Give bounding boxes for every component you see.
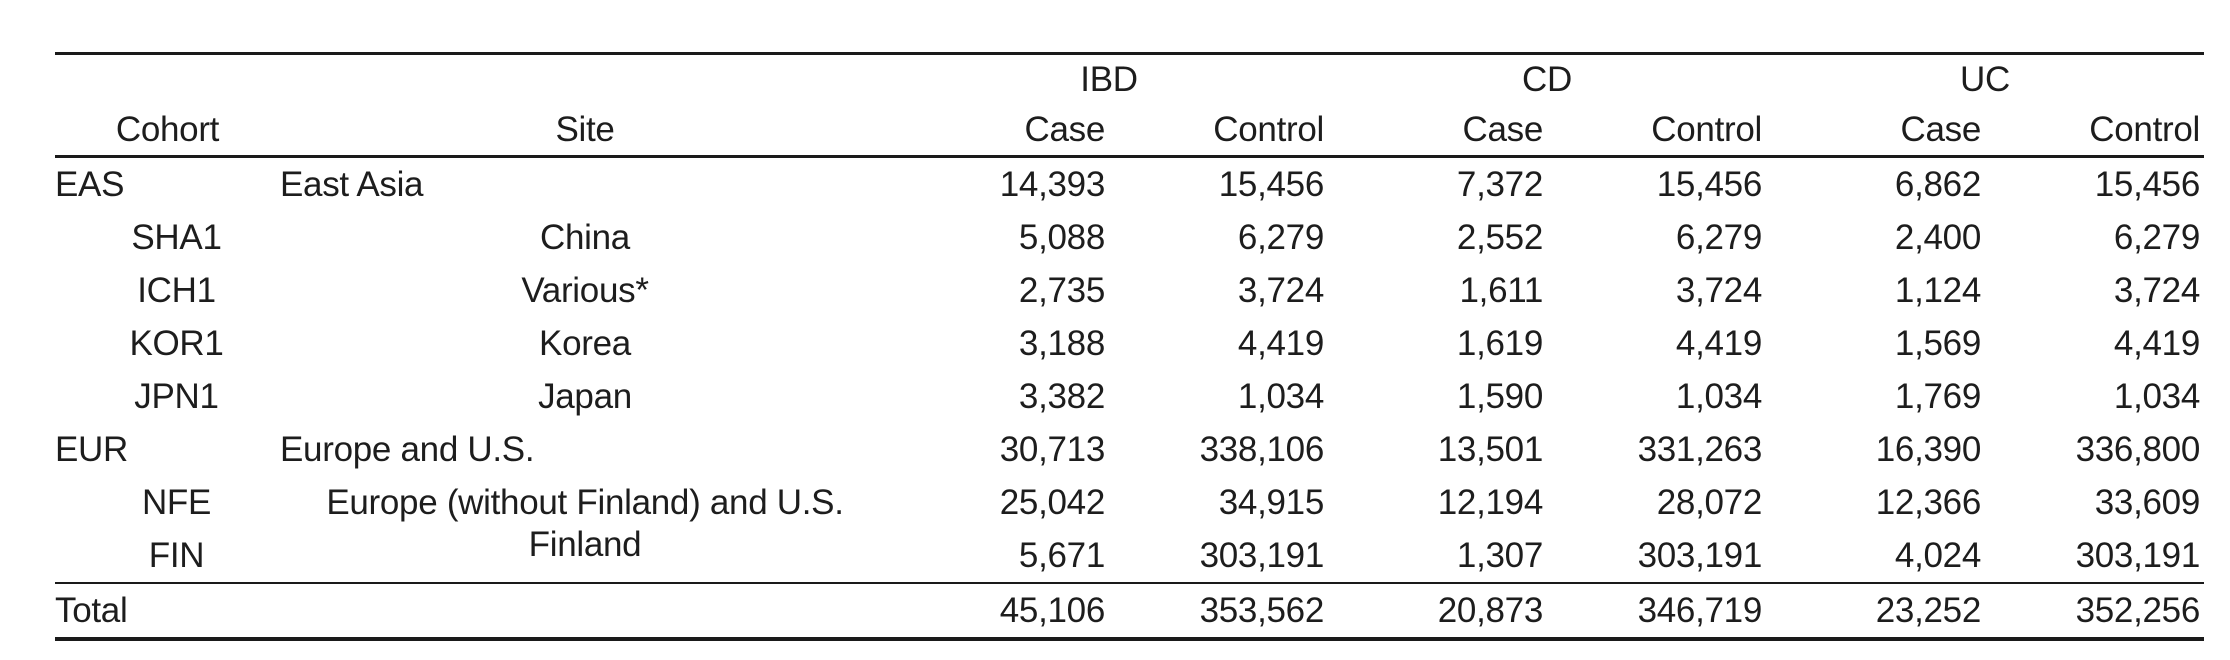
uc-case-cell: 12,366 xyxy=(1875,482,1982,522)
ibd-case-cell: 2,735 xyxy=(1018,270,1105,310)
cohort-cell: Total xyxy=(55,590,128,630)
table-row-sha1: SHA1 China 5,088 6,279 2,552 6,279 2,400… xyxy=(55,211,2204,264)
cd-case-cell: 13,501 xyxy=(1437,429,1544,469)
table-row-ich1: ICH1 Various* 2,735 3,724 1,611 3,724 1,… xyxy=(55,264,2204,317)
uc-control-cell: 15,456 xyxy=(2094,164,2201,204)
cd-control-cell: 15,456 xyxy=(1656,164,1763,204)
site-cell: Europe and U.S. xyxy=(280,429,535,469)
cd-case-cell: 1,307 xyxy=(1456,535,1543,575)
ibd-case-cell: 14,393 xyxy=(999,164,1106,204)
cd-control-cell: 303,191 xyxy=(1637,535,1763,575)
uc-control-cell: 303,191 xyxy=(2075,535,2201,575)
ibd-case-cell: 3,382 xyxy=(1018,376,1105,416)
cd-control-cell: 3,724 xyxy=(1675,270,1762,310)
ibd-control-cell: 353,562 xyxy=(1199,590,1325,630)
cd-case-cell: 1,619 xyxy=(1456,323,1543,363)
uc-case-cell: 16,390 xyxy=(1875,429,1982,469)
cd-case-cell: 1,590 xyxy=(1456,376,1543,416)
column-header-cd-case: Case xyxy=(1462,110,1543,149)
ibd-control-cell: 1,034 xyxy=(1237,376,1324,416)
cd-case-cell: 2,552 xyxy=(1456,217,1543,257)
cd-control-cell: 28,072 xyxy=(1656,482,1763,522)
site-cell: Europe (without Finland) and U.S. xyxy=(326,482,844,522)
uc-control-cell: 3,724 xyxy=(2113,270,2200,310)
cd-control-cell: 346,719 xyxy=(1637,590,1763,630)
site-cell: Finland xyxy=(528,524,642,564)
column-header-ibd-case: Case xyxy=(1024,110,1105,149)
column-header-ibd-control: Control xyxy=(1213,110,1324,149)
cd-case-cell: 12,194 xyxy=(1437,482,1544,522)
ibd-case-cell: 45,106 xyxy=(999,590,1106,630)
ibd-case-cell: 5,671 xyxy=(1018,535,1105,575)
uc-control-cell: 352,256 xyxy=(2075,590,2201,630)
cd-control-cell: 4,419 xyxy=(1675,323,1762,363)
column-header-uc-case: Case xyxy=(1900,110,1981,149)
uc-case-cell: 6,862 xyxy=(1894,164,1981,204)
uc-case-cell: 4,024 xyxy=(1894,535,1981,575)
cd-control-cell: 1,034 xyxy=(1675,376,1762,416)
uc-case-cell: 2,400 xyxy=(1894,217,1981,257)
cd-case-cell: 20,873 xyxy=(1437,590,1544,630)
group-header-cd: CD xyxy=(1522,60,1572,99)
cohort-cell: FIN xyxy=(148,535,205,575)
column-header-cd-control: Control xyxy=(1651,110,1762,149)
uc-control-cell: 336,800 xyxy=(2075,429,2201,469)
table-row-total: Total 45,106 353,562 20,873 346,719 23,2… xyxy=(55,582,2204,637)
cd-case-cell: 1,611 xyxy=(1459,270,1544,310)
ibd-case-cell: 5,088 xyxy=(1018,217,1105,257)
uc-case-cell: 23,252 xyxy=(1875,590,1982,630)
cohort-cell: JPN1 xyxy=(134,376,219,416)
ibd-case-cell: 25,042 xyxy=(999,482,1106,522)
site-cell: Korea xyxy=(539,323,631,363)
uc-control-cell: 33,609 xyxy=(2094,482,2201,522)
group-header-row: IBD CD UC xyxy=(55,55,2204,105)
ibd-case-cell: 3,188 xyxy=(1018,323,1105,363)
table-row-eas: EAS East Asia 14,393 15,456 7,372 15,456… xyxy=(55,158,2204,211)
uc-case-cell: 1,124 xyxy=(1894,270,1981,310)
ibd-control-cell: 6,279 xyxy=(1237,217,1324,257)
uc-control-cell: 6,279 xyxy=(2113,217,2200,257)
ibd-control-cell: 338,106 xyxy=(1199,429,1325,469)
ibd-case-cell: 30,713 xyxy=(999,429,1106,469)
table-row-kor1: KOR1 Korea 3,188 4,419 1,619 4,419 1,569… xyxy=(55,317,2204,370)
cohort-cell: ICH1 xyxy=(137,270,216,310)
table-row-fin: FIN Finland 5,671 303,191 1,307 303,191 … xyxy=(55,525,2204,582)
column-header-site: Site xyxy=(555,110,615,149)
uc-case-cell: 1,569 xyxy=(1894,323,1981,363)
table-row-eur: EUR Europe and U.S. 30,713 338,106 13,50… xyxy=(55,423,2204,476)
site-cell: East Asia xyxy=(280,164,424,204)
column-header-row: Cohort Site Case Control Case Control Ca… xyxy=(55,105,2204,158)
group-header-uc: UC xyxy=(1960,60,2010,99)
cd-control-cell: 331,263 xyxy=(1637,429,1763,469)
table-row-nfe: NFE Europe (without Finland) and U.S. 25… xyxy=(55,476,2204,529)
cd-control-cell: 6,279 xyxy=(1675,217,1762,257)
ibd-control-cell: 4,419 xyxy=(1237,323,1324,363)
ibd-control-cell: 15,456 xyxy=(1218,164,1325,204)
uc-case-cell: 1,769 xyxy=(1894,376,1981,416)
cohort-cell: EUR xyxy=(55,429,128,469)
uc-control-cell: 4,419 xyxy=(2113,323,2200,363)
ibd-control-cell: 303,191 xyxy=(1199,535,1325,575)
ibd-control-cell: 34,915 xyxy=(1218,482,1325,522)
cohort-summary-table: IBD CD UC Cohort Site Case Control Case … xyxy=(55,52,2204,641)
ibd-control-cell: 3,724 xyxy=(1237,270,1324,310)
site-cell: Japan xyxy=(538,376,632,416)
column-header-cohort: Cohort xyxy=(115,110,220,149)
site-cell: Various* xyxy=(521,270,649,310)
group-header-ibd: IBD xyxy=(1080,60,1138,99)
cd-case-cell: 7,372 xyxy=(1456,164,1543,204)
cohort-cell: NFE xyxy=(141,482,212,522)
cohort-cell: KOR1 xyxy=(129,323,224,363)
cohort-cell: EAS xyxy=(55,164,125,204)
uc-control-cell: 1,034 xyxy=(2113,376,2200,416)
site-cell: China xyxy=(540,217,630,257)
table-row-jpn1: JPN1 Japan 3,382 1,034 1,590 1,034 1,769… xyxy=(55,370,2204,423)
cohort-cell: SHA1 xyxy=(131,217,222,257)
column-header-uc-control: Control xyxy=(2089,110,2200,149)
